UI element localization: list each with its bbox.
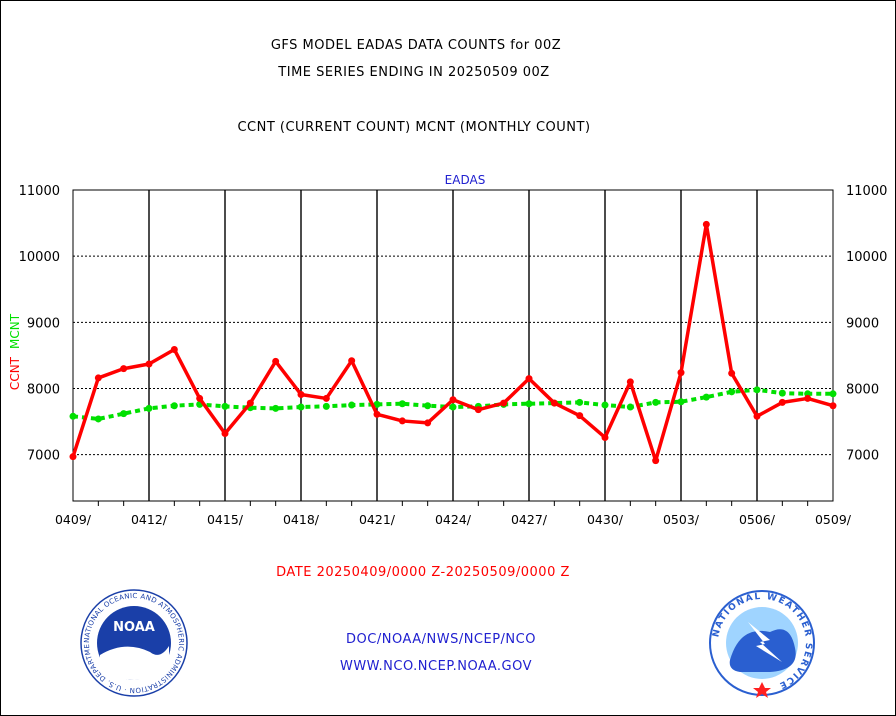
data-point-mcnt xyxy=(69,412,77,420)
data-point-ccnt xyxy=(398,417,406,425)
website-link[interactable]: WWW.NCO.NCEP.NOAA.GOV xyxy=(339,659,533,674)
y-tick-label-left: 10000 xyxy=(19,250,60,265)
panel-label: EADAS xyxy=(445,173,486,187)
data-point-mcnt xyxy=(677,398,685,406)
y-tick-label-right: 9000 xyxy=(846,316,879,331)
y-tick-label-right: 7000 xyxy=(846,449,879,464)
data-point-ccnt xyxy=(272,357,280,365)
data-point-ccnt xyxy=(322,394,330,402)
chart-title-line1: GFS MODEL EADAS DATA COUNTS for 00Z xyxy=(270,38,562,53)
data-point-ccnt xyxy=(69,453,77,461)
y-tick-label-left: 8000 xyxy=(27,383,60,398)
chart-subtitle: CCNT (CURRENT COUNT) MCNT (MONTHLY COUNT… xyxy=(237,120,591,135)
data-point-mcnt xyxy=(829,390,837,398)
y-tick-label-left: 7000 xyxy=(27,449,60,464)
data-point-ccnt xyxy=(120,365,128,373)
data-point-ccnt xyxy=(525,375,533,383)
data-point-ccnt xyxy=(94,374,102,382)
data-point-mcnt xyxy=(94,415,102,423)
x-tick-label: 0421/ xyxy=(359,512,396,527)
x-tick-label: 0412/ xyxy=(131,512,168,527)
data-point-ccnt xyxy=(145,360,153,368)
y-axis-label: CCNT MCNT xyxy=(8,313,22,390)
org-line: DOC/NOAA/NWS/NCEP/NCO xyxy=(346,632,536,647)
data-point-mcnt xyxy=(398,400,406,408)
data-point-ccnt xyxy=(474,406,482,414)
x-tick-label: 0430/ xyxy=(587,512,624,527)
data-point-ccnt xyxy=(626,378,634,386)
data-point-mcnt xyxy=(702,393,710,401)
date-range-label: DATE 20250409/0000 Z-20250509/0000 Z xyxy=(276,565,570,580)
data-point-mcnt xyxy=(221,402,229,410)
data-point-ccnt xyxy=(778,398,786,406)
y-tick-label-left: 11000 xyxy=(19,184,60,199)
data-point-ccnt xyxy=(753,412,761,420)
y-axis-label-mcnt: MCNT xyxy=(8,313,22,349)
data-point-mcnt xyxy=(728,388,736,396)
data-point-ccnt xyxy=(449,396,457,404)
data-point-mcnt xyxy=(297,403,305,411)
data-point-ccnt xyxy=(702,220,710,228)
data-point-ccnt xyxy=(170,345,178,353)
chart-title-line2: TIME SERIES ENDING IN 20250509 00Z xyxy=(278,65,550,80)
data-point-ccnt xyxy=(677,369,685,377)
data-point-mcnt xyxy=(120,410,128,418)
data-point-ccnt xyxy=(500,399,508,407)
data-point-ccnt xyxy=(550,399,558,407)
data-point-mcnt xyxy=(778,389,786,397)
data-point-ccnt xyxy=(829,402,837,410)
data-point-ccnt xyxy=(728,369,736,377)
data-point-ccnt xyxy=(246,399,254,407)
data-point-mcnt xyxy=(348,401,356,409)
y-axis-label-ccnt: CCNT xyxy=(8,356,22,390)
data-point-ccnt xyxy=(348,357,356,365)
y-tick-label-right: 10000 xyxy=(846,250,887,265)
data-point-mcnt xyxy=(373,400,381,408)
data-point-mcnt xyxy=(652,398,660,406)
x-tick-label: 0509/ xyxy=(815,512,852,527)
data-point-mcnt xyxy=(170,402,178,410)
data-point-mcnt xyxy=(626,403,634,411)
data-point-ccnt xyxy=(601,433,609,441)
data-point-ccnt xyxy=(576,412,584,420)
data-point-mcnt xyxy=(322,402,330,410)
data-point-mcnt xyxy=(753,386,761,394)
data-point-ccnt xyxy=(652,457,660,465)
data-point-ccnt xyxy=(424,419,432,427)
data-point-mcnt xyxy=(424,402,432,410)
y-tick-label-right: 11000 xyxy=(846,184,887,199)
data-point-mcnt xyxy=(601,401,609,409)
data-point-ccnt xyxy=(804,394,812,402)
x-tick-label: 0427/ xyxy=(511,512,548,527)
x-tick-label: 0409/ xyxy=(55,512,92,527)
data-point-mcnt xyxy=(272,404,280,412)
data-point-ccnt xyxy=(297,390,305,398)
data-point-ccnt xyxy=(373,410,381,418)
data-point-mcnt xyxy=(145,404,153,412)
y-tick-label-left: 9000 xyxy=(27,316,60,331)
data-point-mcnt xyxy=(449,403,457,411)
data-point-mcnt xyxy=(576,398,584,406)
data-point-ccnt xyxy=(221,430,229,438)
x-tick-label: 0415/ xyxy=(207,512,244,527)
data-point-ccnt xyxy=(196,394,204,402)
x-tick-label: 0503/ xyxy=(663,512,700,527)
x-tick-label: 0424/ xyxy=(435,512,472,527)
y-tick-label-right: 8000 xyxy=(846,383,879,398)
x-tick-label: 0418/ xyxy=(283,512,320,527)
x-tick-label: 0506/ xyxy=(739,512,776,527)
data-point-mcnt xyxy=(525,400,533,408)
